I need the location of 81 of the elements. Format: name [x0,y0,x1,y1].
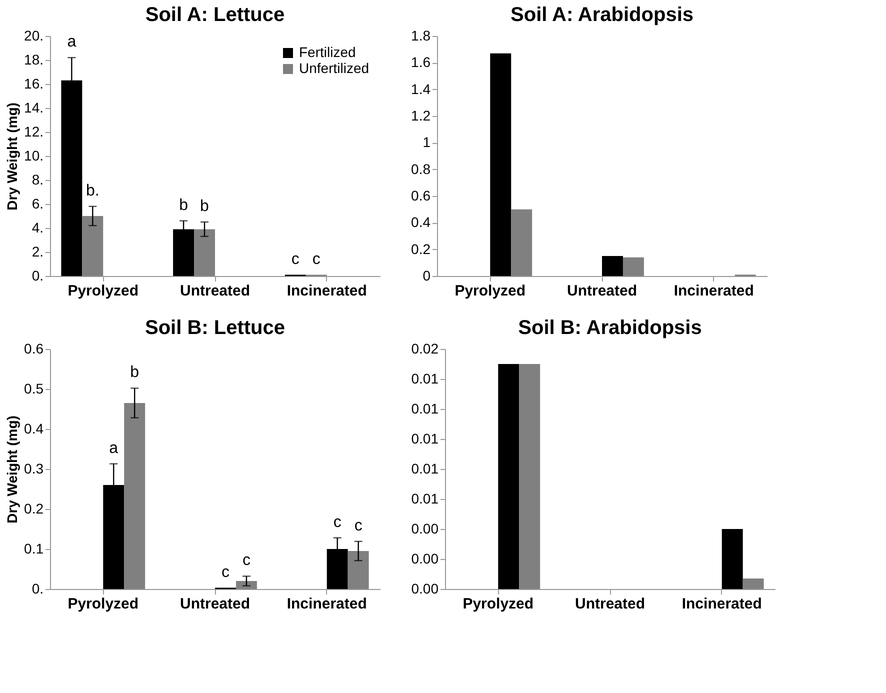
y-tick-label: 12. [24,124,44,140]
y-tick-label: 0.6 [24,340,44,356]
y-tick-label: 0.01 [411,490,439,506]
bar [82,216,104,276]
bar [622,257,644,276]
y-tick-label: 18. [24,52,44,68]
y-tick-label: 20. [24,28,44,44]
y-tick-label: 0.1 [24,540,44,556]
bar [490,53,512,276]
y-tick-label: 0.01 [411,430,439,446]
y-tick-label: 0.5 [24,380,44,396]
bar [511,209,532,276]
y-tick-label: 0.2 [411,240,431,257]
x-tick-label: Incinerated [674,282,754,300]
y-axis-title: Dry Weight (mg) [4,416,20,524]
bar [124,403,146,589]
y-tick-label: 0.00 [411,520,439,536]
x-tick-label: Incinerated [286,596,367,612]
bar [498,364,520,589]
y-tick-label: 0.00 [411,550,439,566]
bar [348,551,369,589]
y-axis-title: Dry Weight (mg) [4,102,20,210]
annotation: b. [86,182,100,200]
y-tick-label: 2. [32,244,44,260]
y-tick-label: 16. [24,76,44,92]
annotation: c [312,250,320,268]
y-tick-label: 1.4 [411,80,431,97]
chart-title: Soil B: Lettuce [144,317,286,339]
y-tick-label: 4. [32,220,44,236]
y-tick-label: 0.4 [411,214,431,230]
annotation: a [109,440,118,457]
annotation: a [67,34,76,51]
y-tick-label: 0.4 [24,420,44,436]
annotation: c [354,517,362,534]
y-tick-label: 0. [32,268,44,284]
x-tick-label: Pyrolyzed [68,596,139,612]
chart-title: Soil A: Arabidopsis [510,4,694,26]
annotation: b [179,196,188,214]
y-tick-label: 1.8 [411,28,431,44]
x-tick-label: Incinerated [286,282,367,300]
y-tick-label: 1.6 [411,54,431,70]
annotation: b [200,198,210,215]
legend-label: Unfertilized [299,60,370,76]
y-tick-label: 0.6 [411,188,431,204]
x-tick-label: Incinerated [682,596,762,612]
y-tick-label: 0.2 [24,500,44,516]
y-tick-label: 1 [422,134,431,150]
x-tick-label: Untreated [566,282,638,300]
annotation: b [130,364,140,382]
y-tick-label: 0.01 [411,370,439,386]
x-tick-label: Untreated [180,282,250,300]
annotation: c [291,250,300,268]
legend-label: Fertilized [299,44,356,60]
x-tick-label: Pyrolyzed [462,596,534,612]
annotation: c [242,552,250,570]
y-tick-label: 0.3 [24,460,44,476]
annotation: c [333,514,342,531]
bar [194,229,215,276]
y-tick-label: 14. [24,100,44,116]
y-tick-label: 0.8 [411,160,431,177]
annotation: c [221,564,230,581]
x-tick-label: Untreated [180,596,250,612]
x-tick-label: Pyrolyzed [454,282,526,300]
y-tick-label: 8. [32,172,44,188]
bar [742,578,764,589]
x-tick-label: Pyrolyzed [68,282,139,300]
y-tick-label: 0.01 [411,400,439,416]
x-tick-label: Untreated [574,596,646,612]
y-tick-label: 0.00 [411,580,439,596]
bar [519,364,540,589]
chart-title: Soil B: Arabidopsis [518,317,702,339]
y-tick-label: 10. [24,148,44,164]
y-tick-label: 0 [422,268,431,284]
y-tick-label: 0.02 [411,340,439,356]
y-tick-label: 0.01 [411,460,439,476]
y-tick-label: 6. [32,196,44,212]
bar [722,529,743,589]
y-tick-label: 1.2 [411,108,431,124]
bar [602,256,623,276]
y-tick-label: 0. [32,580,44,596]
chart-title: Soil A: Lettuce [145,4,285,26]
